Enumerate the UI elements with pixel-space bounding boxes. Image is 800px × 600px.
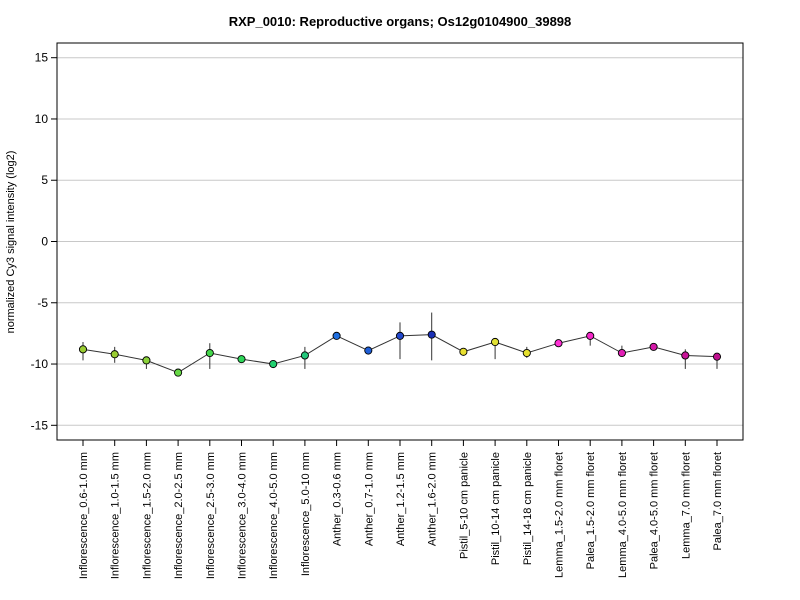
x-tick-label: Anther_0.7-1.0 mm xyxy=(363,452,375,546)
data-point xyxy=(205,348,214,358)
x-tick-label: Inflorescence_1.0-1.5 mm xyxy=(110,452,122,579)
data-point xyxy=(237,355,246,364)
y-tick-label: 15 xyxy=(35,51,49,65)
x-tick-label: Palea_1.5-2.0 mm floret xyxy=(585,452,597,569)
x-tick-label: Pistil_5-10 cm panicle xyxy=(458,452,470,559)
x-tick-label: Lemma_1.5-2.0 mm floret xyxy=(554,452,566,578)
data-point xyxy=(332,331,341,340)
x-tick-label: Lemma_4.0-5.0 mm floret xyxy=(617,452,629,578)
x-tick-label: Inflorescence_0.6-1.0 mm xyxy=(78,452,90,579)
data-point xyxy=(491,337,500,347)
data-point xyxy=(586,331,595,340)
grid-lines xyxy=(57,57,743,426)
y-tick-label: 5 xyxy=(41,173,48,187)
y-tick-label: -15 xyxy=(31,418,49,432)
data-point xyxy=(649,342,658,351)
data-point xyxy=(142,356,151,365)
y-axis-label: normalized Cy3 signal intensity (log2) xyxy=(5,151,17,334)
data-point xyxy=(174,368,183,377)
data-point xyxy=(300,351,309,360)
x-axis: Inflorescence_0.6-1.0 mm Inflorescence_1.… xyxy=(78,440,724,579)
data-point xyxy=(681,351,690,360)
data-point xyxy=(110,350,119,359)
x-tick-label: Anther_1.2-1.5 mm xyxy=(395,452,407,546)
data-point xyxy=(269,359,278,369)
plot-frame xyxy=(56,42,744,441)
data-point xyxy=(554,339,563,348)
data-point xyxy=(459,347,468,356)
data-point xyxy=(78,345,88,354)
chart-title: RXP_0010: Reproductive organs; Os12g0104… xyxy=(229,14,572,29)
y-axis: -15 -10 -5 0 5 10 15 xyxy=(31,51,57,432)
x-tick-label: Palea_4.0-5.0 mm floret xyxy=(649,452,661,569)
data-point xyxy=(364,346,373,355)
x-tick-label: Anther_0.3-0.6 mm xyxy=(332,452,344,546)
x-tick-label: Inflorescence_4.0-5.0 mm xyxy=(268,452,280,579)
y-tick-label: -10 xyxy=(31,357,49,371)
data-point xyxy=(395,331,405,340)
y-tick-label: 10 xyxy=(35,112,49,126)
x-tick-label: Palea_7.0 mm floret xyxy=(712,452,724,550)
x-tick-label: Inflorescence_5.0-10 mm xyxy=(300,452,312,576)
x-tick-label: Lemma_7.0 mm floret xyxy=(680,452,692,559)
x-tick-label: Inflorescence_2.0-2.5 mm xyxy=(173,452,185,579)
x-tick-label: Pistil_14-18 cm panicle xyxy=(522,452,534,565)
data-point xyxy=(427,330,436,339)
data-point xyxy=(522,348,531,358)
x-tick-label: Inflorescence_2.5-3.0 mm xyxy=(205,452,217,579)
data-series xyxy=(78,312,722,377)
x-tick-label: Inflorescence_3.0-4.0 mm xyxy=(237,452,249,579)
y-tick-label: 0 xyxy=(41,235,48,249)
x-tick-label: Anther_1.6-2.0 mm xyxy=(427,452,439,546)
x-tick-label: Pistil_10-14 cm panicle xyxy=(490,452,502,565)
data-point xyxy=(712,352,722,361)
y-tick-label: -5 xyxy=(37,296,48,310)
x-tick-label: Inflorescence_1.5-2.0 mm xyxy=(141,452,153,579)
data-point xyxy=(617,348,626,358)
